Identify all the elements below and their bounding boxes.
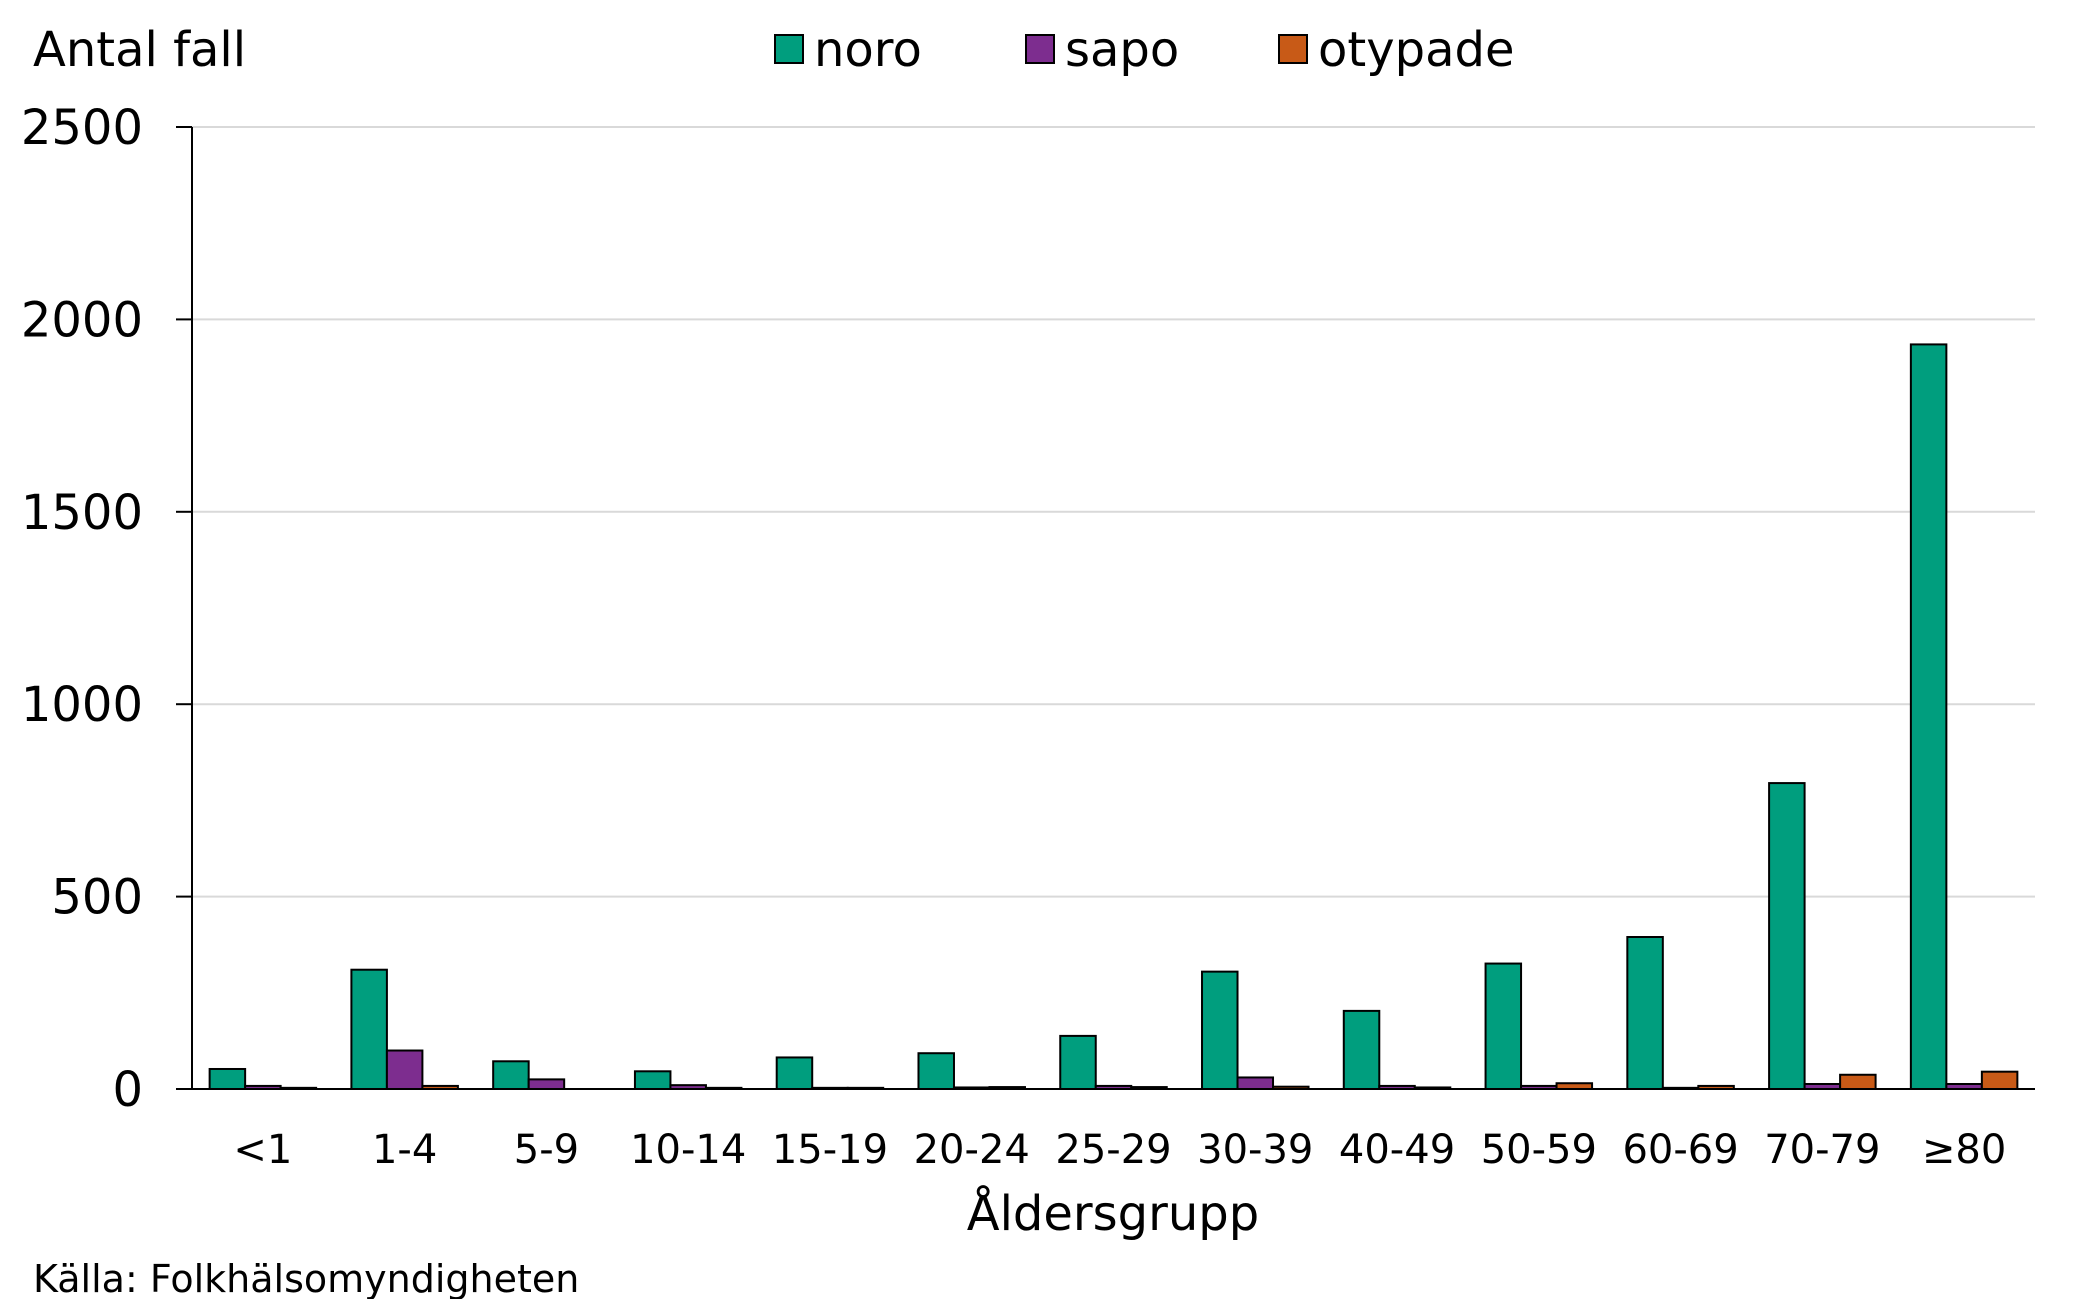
bar-otypade-13 (1980, 1070, 2019, 1090)
legend-swatch-noro (774, 34, 804, 64)
x-tick-label: 60-69 (1622, 1127, 1738, 1173)
bar-noro-8 (1201, 970, 1239, 1090)
x-tick-label: ≥80 (1922, 1127, 2006, 1173)
y-tick-label: 2000 (21, 292, 143, 348)
bar-noro-5 (775, 1056, 814, 1091)
bar-noro-12 (1768, 782, 1806, 1090)
y-tick-label: 2500 (21, 100, 143, 156)
bar-otypade-12 (1839, 1073, 1877, 1091)
x-axis-ticks: <1 1-4 5-9 10-14 15-19 20-24 25-29 30-39 40-49 50… (233, 1127, 2006, 1173)
y-tick-label: 500 (51, 870, 143, 926)
x-tick-label: 25-29 (1055, 1127, 1171, 1173)
x-tick-label: 10-14 (630, 1127, 746, 1173)
x-tick-label: 5-9 (514, 1127, 579, 1173)
legend-label-sapo: sapo (1065, 22, 1179, 78)
bar-noro-13 (1909, 343, 1948, 1090)
bar-noro-10 (1484, 962, 1523, 1090)
legend-label-otypade: otypade (1318, 22, 1514, 78)
x-tick-label: 70-79 (1764, 1127, 1880, 1173)
legend: noro sapo otypade (774, 22, 1514, 78)
y-axis-label: Antal fall (33, 22, 246, 78)
x-tick-label: 20-24 (914, 1127, 1030, 1173)
bar-sapo-2 (385, 1049, 424, 1091)
x-tick-label: 50-59 (1481, 1127, 1597, 1173)
bar-noro-9 (1342, 1009, 1381, 1091)
source-note: Källa: Folkhälsomyndigheten (33, 1257, 579, 1299)
bar-noro-4 (633, 1070, 672, 1090)
bar-noro-2 (350, 968, 388, 1090)
y-tick-label: 1500 (21, 485, 143, 541)
legend-swatch-otypade (1278, 34, 1308, 64)
x-tick-label: 30-39 (1197, 1127, 1313, 1173)
bar-sapo-3 (527, 1078, 566, 1091)
bar-noro-6 (917, 1052, 955, 1091)
y-tick-label: 0 (112, 1062, 143, 1118)
x-tick-label: 15-19 (772, 1127, 888, 1173)
bar-sapo-8 (1236, 1076, 1275, 1091)
x-tick-label: <1 (233, 1127, 292, 1173)
y-tick-label: 1000 (21, 677, 143, 733)
y-axis-ticks: 0 500 1000 1500 2000 2500 (21, 100, 192, 1118)
x-tick-label: 40-49 (1339, 1127, 1455, 1173)
bars (208, 343, 2019, 1091)
bar-noro-11 (1626, 936, 1664, 1091)
gridlines (192, 126, 2035, 898)
bar-noro-3 (492, 1060, 530, 1091)
x-tick-label: 1-4 (372, 1127, 437, 1173)
bar-noro-7 (1059, 1034, 1097, 1090)
x-axis-label: Åldersgrupp (967, 1185, 1259, 1242)
bar-noro-1 (208, 1067, 247, 1090)
legend-label-noro: noro (814, 22, 922, 78)
legend-swatch-sapo (1025, 34, 1055, 64)
